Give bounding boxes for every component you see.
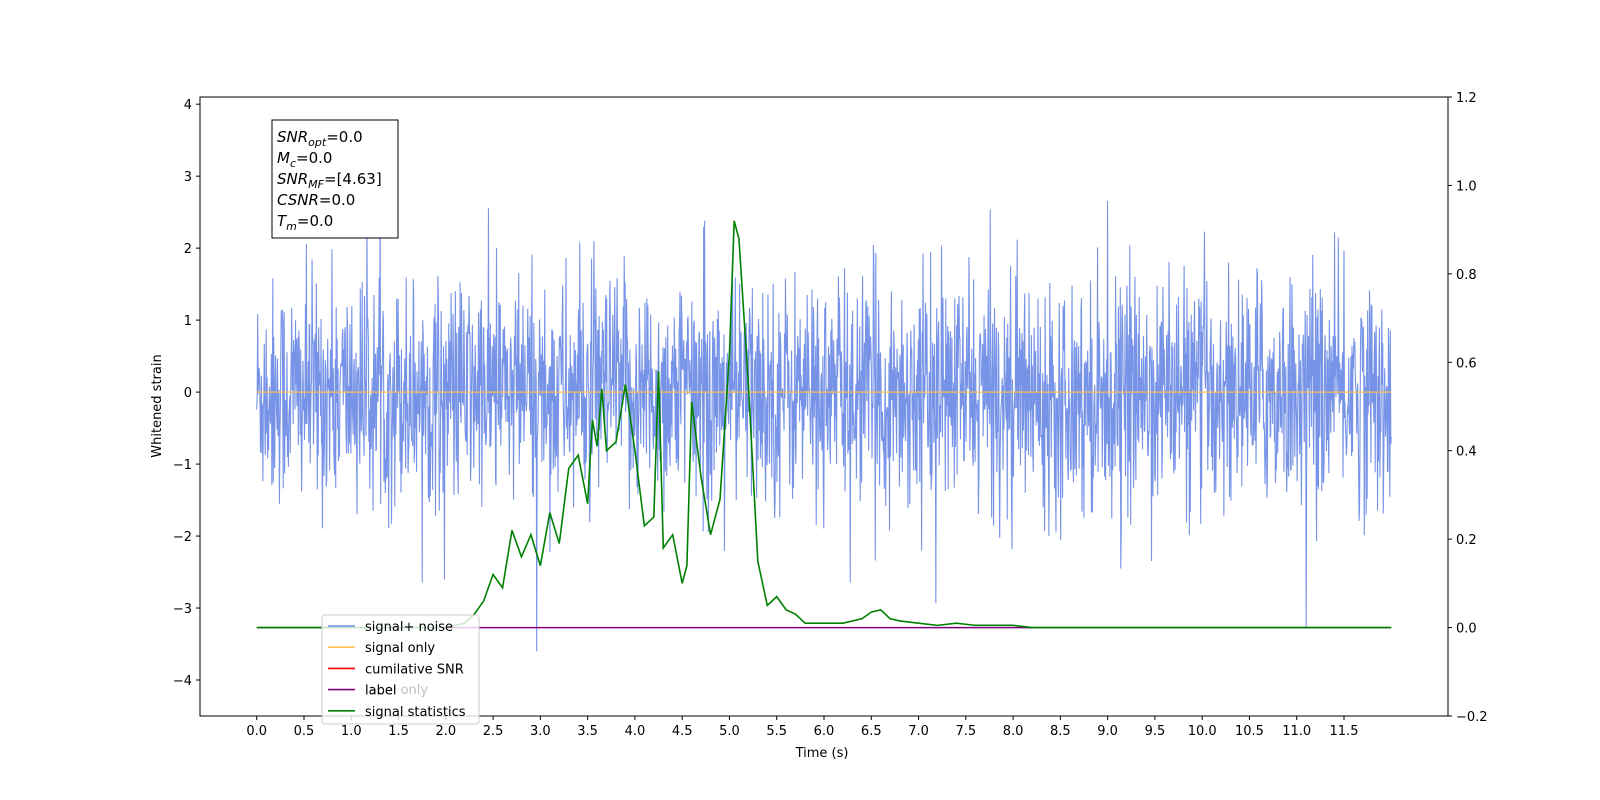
x-tick-label: 5.5	[766, 724, 787, 739]
series-signal-noise	[256, 178, 1392, 652]
legend-ghost-text: label only	[365, 683, 428, 698]
y-axis-left-label: Whitened strain	[150, 354, 165, 457]
y-right-tick-label: 1.0	[1456, 179, 1477, 194]
x-tick-label: 9.0	[1097, 724, 1118, 739]
y-right-tick-label: 1.2	[1456, 91, 1477, 106]
y-right-tick-label: 0.0	[1456, 622, 1477, 637]
x-tick-label: 11.5	[1330, 724, 1359, 739]
x-tick-label: 6.0	[814, 724, 835, 739]
legend-ghost-text: signal only	[365, 641, 435, 656]
x-tick-label: 0.0	[246, 724, 267, 739]
x-tick-label: 7.5	[955, 724, 976, 739]
y-right-tick-label: 0.2	[1456, 533, 1477, 548]
x-tick-label: 1.5	[388, 724, 409, 739]
y-right-tick-label: 0.6	[1456, 356, 1477, 371]
y-left-tick-label: −2	[173, 530, 192, 545]
annotation-line: CSNR=0.0	[277, 191, 355, 209]
y-right-tick-label: 0.4	[1456, 445, 1477, 460]
y-axis-right: −0.2 0.0 0.2 0.4 0.6 0.8 1.0 1.2	[1448, 91, 1488, 725]
x-tick-label: 0.5	[294, 724, 315, 739]
y-right-tick-label: 0.8	[1456, 268, 1477, 283]
y-right-tick-label: −0.2	[1456, 710, 1488, 725]
x-tick-label: 1.0	[341, 724, 362, 739]
y-left-tick-label: −1	[173, 458, 192, 473]
y-left-tick-label: 1	[184, 314, 192, 329]
x-tick-label: 8.5	[1050, 724, 1071, 739]
annotation-line: Tm=0.0	[277, 212, 333, 233]
x-tick-label: 10.5	[1235, 724, 1264, 739]
x-tick-label: 6.5	[861, 724, 882, 739]
annotation-frame	[271, 119, 399, 239]
x-tick-label: 4.0	[625, 724, 646, 739]
signal-noise-line	[256, 178, 1392, 652]
series-signal-statistics	[256, 220, 1392, 629]
x-tick-label: 3.0	[530, 724, 551, 739]
legend-label: label	[365, 684, 396, 699]
legend-label: cumilative SNR	[365, 662, 464, 677]
x-axis: 0.0 0.5 1.0 1.5 2.0 2.5 3.0 3.5 4.0 4.5 5.0 5.5 6.0 6…	[246, 716, 1358, 739]
y-left-tick-label: −3	[173, 602, 192, 617]
x-tick-label: 5.0	[719, 724, 740, 739]
y-left-tick-label: 0	[184, 386, 192, 401]
x-tick-label: 2.0	[435, 724, 456, 739]
y-left-tick-label: −4	[173, 674, 192, 689]
y-left-tick-label: 3	[184, 170, 192, 185]
x-tick-label: 4.5	[672, 724, 693, 739]
y-axis-left: −4 −3 −2 −1 0 1 2 3 4	[173, 98, 200, 689]
legend-frame	[321, 614, 480, 725]
legend-label: signal+ noise	[365, 620, 453, 635]
x-tick-label: 11.0	[1282, 724, 1311, 739]
x-axis-label: Time (s)	[795, 746, 849, 761]
annotation-line: Mc=0.0	[277, 149, 332, 170]
y-left-tick-label: 2	[184, 242, 192, 257]
annotation-line: SNRMF=[4.63]	[277, 170, 382, 191]
x-tick-label: 9.5	[1145, 724, 1166, 739]
y-left-tick-label: 4	[184, 98, 192, 113]
signal-statistics-line	[256, 220, 1392, 629]
legend-label: signal only	[365, 641, 435, 656]
legend: signal+ noise signal only cumilative SNR la…	[321, 614, 480, 725]
x-tick-label: 3.5	[577, 724, 598, 739]
x-tick-label: 2.5	[483, 724, 504, 739]
legend-label: signal statistics	[365, 705, 466, 720]
annotation-line: SNRopt=0.0	[277, 128, 363, 149]
x-tick-label: 7.0	[908, 724, 929, 739]
x-tick-label: 10.0	[1188, 724, 1217, 739]
x-tick-label: 8.0	[1003, 724, 1024, 739]
